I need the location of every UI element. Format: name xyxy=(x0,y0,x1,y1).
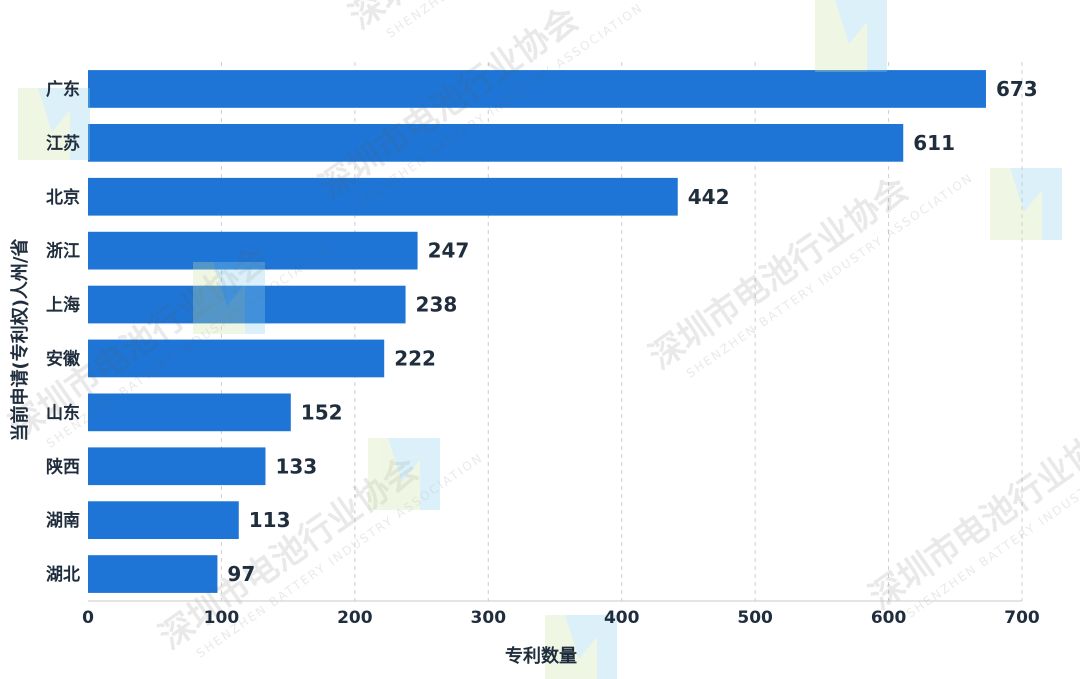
x-tick-label: 700 xyxy=(1004,608,1040,628)
y-tick-label: 浙江 xyxy=(46,241,80,262)
watermark-logo xyxy=(193,262,265,334)
value-label: 673 xyxy=(996,77,1038,101)
value-label: 611 xyxy=(913,131,955,155)
bar xyxy=(88,501,239,540)
y-tick-label: 北京 xyxy=(46,187,80,208)
y-axis-title: 当前申请(专利权)人州/省 xyxy=(9,238,31,441)
value-label: 152 xyxy=(301,400,343,424)
y-tick-label: 广东 xyxy=(46,79,80,100)
bar xyxy=(88,285,406,324)
bar xyxy=(88,447,266,486)
value-label: 97 xyxy=(227,562,255,586)
value-label: 222 xyxy=(394,346,436,370)
x-axis-title: 专利数量 xyxy=(505,645,577,667)
bar xyxy=(88,339,385,378)
watermark-logo xyxy=(368,438,440,510)
value-label: 238 xyxy=(416,293,458,317)
x-tick-label: 500 xyxy=(737,608,773,628)
bar xyxy=(88,70,986,108)
watermark-text: 深圳市电池行业协会 xyxy=(642,169,916,377)
bar xyxy=(88,555,218,593)
value-label: 113 xyxy=(249,508,291,532)
bar xyxy=(88,123,904,162)
y-tick-label: 湖北 xyxy=(46,565,80,585)
x-tick-label: 300 xyxy=(471,608,507,628)
y-tick-label: 安徽 xyxy=(46,348,81,369)
x-tick-label: 200 xyxy=(337,608,373,628)
x-tick-label: 0 xyxy=(82,608,94,628)
value-label: 442 xyxy=(688,185,730,209)
x-axis-ticks: 0 100 200 300 400 500 600 700 xyxy=(82,608,1040,628)
watermark-logo xyxy=(815,0,887,72)
y-tick-label: 陕西 xyxy=(46,456,80,477)
x-tick-label: 600 xyxy=(871,608,907,628)
x-tick-label: 400 xyxy=(604,608,640,628)
value-label: 133 xyxy=(275,454,317,478)
y-tick-label: 上海 xyxy=(46,295,80,316)
y-tick-label: 江苏 xyxy=(46,133,80,154)
watermark-logo xyxy=(545,615,617,679)
bar xyxy=(88,231,418,270)
value-label: 247 xyxy=(428,239,470,263)
y-tick-label: 湖南 xyxy=(46,510,80,531)
bar xyxy=(88,393,291,432)
x-tick-label: 100 xyxy=(204,608,240,628)
watermark-logo xyxy=(18,88,90,160)
bar xyxy=(88,177,678,216)
watermark-logo xyxy=(990,168,1062,240)
value-labels: 673 611 442 247 238 222 152 133 113 97 xyxy=(227,77,1037,586)
bars xyxy=(88,70,986,593)
y-tick-label: 山东 xyxy=(46,402,80,423)
